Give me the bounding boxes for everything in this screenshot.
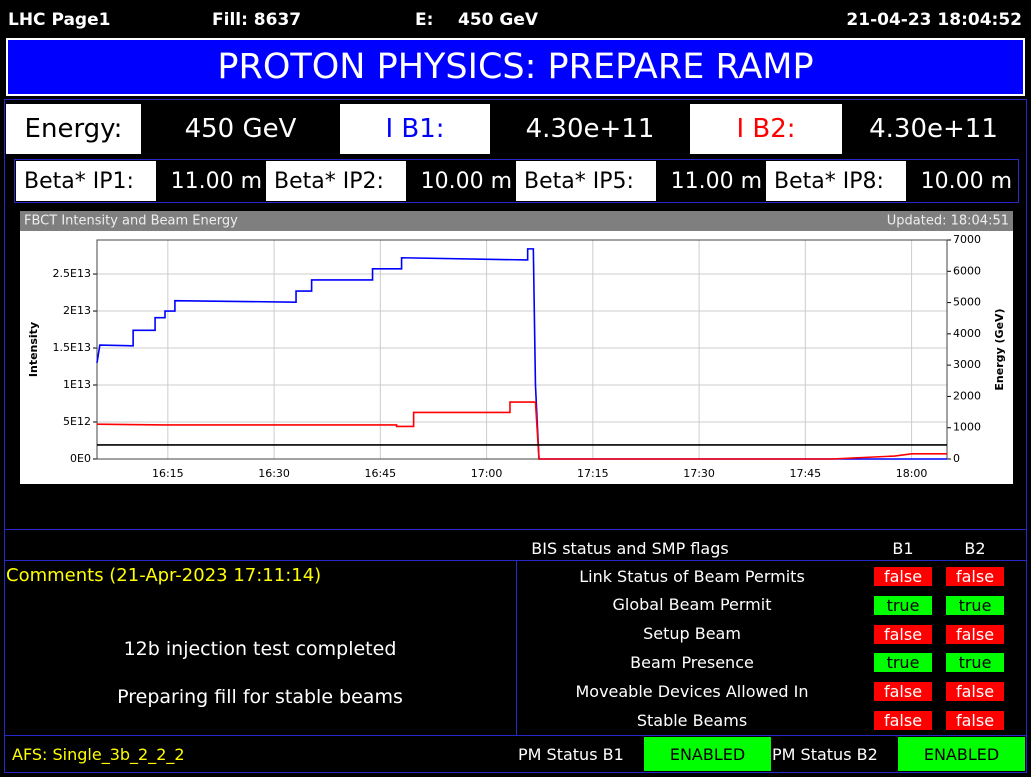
mode-banner: PROTON PHYSICS: PREPARE RAMP <box>6 38 1025 96</box>
y2-axis-label: Energy (GeV) <box>993 308 1006 390</box>
flag-label: Moveable Devices Allowed In <box>575 681 809 701</box>
y2-tick-label: 1000 <box>953 421 981 434</box>
flags-column: B2 <box>964 538 986 558</box>
x-tick-label: 17:15 <box>577 467 609 480</box>
beta-value: 11.00 m <box>670 168 762 194</box>
series-line <box>96 401 947 460</box>
y2-tick-label: 3000 <box>953 358 981 371</box>
flag-value: true <box>946 595 1004 615</box>
y2-tick-label: 2000 <box>953 389 981 402</box>
y2-tick-label: 5000 <box>953 296 981 309</box>
x-tick-label: 16:15 <box>152 467 184 480</box>
summary-value: 4.30e+11 <box>869 114 998 144</box>
flags-column: B1 <box>892 538 914 558</box>
separator <box>4 529 1027 530</box>
series-line <box>96 248 947 460</box>
flag-value: false <box>946 711 1004 730</box>
summary-label: I B1: <box>340 104 490 154</box>
chart-title: FBCT Intensity and Beam Energy <box>24 214 238 229</box>
x-tick-label: 17:30 <box>683 467 715 480</box>
flags-title: BIS status and SMP flags <box>531 538 729 558</box>
chart-area <box>20 231 1013 484</box>
beta-label: Beta* IP2: <box>266 161 406 201</box>
y2-tick-label: 0 <box>953 452 960 465</box>
flag-value: false <box>874 624 932 644</box>
y-axis-label: Intensity <box>27 322 40 377</box>
chart-title-bar <box>20 211 1013 231</box>
y-tick-label: 2E13 <box>63 304 91 317</box>
plot-frame <box>96 239 948 460</box>
flag-label: Setup Beam <box>643 624 741 644</box>
beta-label: Beta* IP1: <box>16 161 156 201</box>
beta-label: Beta* IP8: <box>766 161 906 201</box>
timestamp: 21-04-23 18:04:52 <box>846 10 1022 30</box>
summary-label: I B2: <box>690 104 842 154</box>
x-tick-label: 17:45 <box>789 467 821 480</box>
flag-label: Global Beam Permit <box>612 595 772 615</box>
y-tick-label: 0E0 <box>70 452 91 465</box>
y-tick-label: 2.5E13 <box>53 267 91 280</box>
beta-value: 11.00 m <box>170 168 262 194</box>
energy-label: E: <box>415 10 434 30</box>
comments-title: Comments (21-Apr-2023 17:11:14) <box>6 564 322 586</box>
flag-label: Beam Presence <box>630 652 754 672</box>
summary-value: 4.30e+11 <box>525 114 655 144</box>
x-tick-label: 18:00 <box>896 467 928 480</box>
x-tick-label: 17:00 <box>471 467 503 480</box>
flag-value: false <box>946 567 1004 586</box>
pm-status: ENABLED <box>898 737 1025 771</box>
pm-label: PM Status B2 <box>772 744 878 764</box>
y2-tick-label: 6000 <box>953 264 981 277</box>
y-tick-label: 1E13 <box>63 378 91 391</box>
flag-value: true <box>874 653 932 673</box>
outer-frame <box>4 99 1027 773</box>
flag-value: true <box>946 653 1004 673</box>
y2-tick-label: 4000 <box>953 327 981 340</box>
x-tick-label: 16:30 <box>258 467 290 480</box>
beta-label: Beta* IP5: <box>516 161 656 201</box>
separator <box>4 735 1027 736</box>
flag-value: false <box>874 682 932 702</box>
page-name: LHC Page1 <box>8 10 111 30</box>
summary-value: 450 GeV <box>184 114 297 144</box>
beta-frame <box>14 159 1019 203</box>
x-tick-label: 16:45 <box>364 467 396 480</box>
flag-value: false <box>946 624 1004 644</box>
chart: FBCT Intensity and Beam Energy Updated: 1… <box>20 211 1013 484</box>
flag-label: Stable Beams <box>636 710 748 730</box>
y-tick-label: 5E12 <box>63 415 91 428</box>
pm-label: PM Status B1 <box>518 744 624 764</box>
comment-line: Preparing fill for stable beams <box>117 686 403 708</box>
separator <box>4 560 1027 561</box>
flag-label: Link Status of Beam Permits <box>579 566 805 586</box>
flag-value: false <box>946 682 1004 702</box>
pm-status: ENABLED <box>644 737 771 771</box>
summary-label: Energy: <box>6 104 141 154</box>
separator <box>516 560 517 735</box>
beta-value: 10.00 m <box>920 168 1012 194</box>
y-tick-label: 1.5E13 <box>53 341 91 354</box>
energy-value: 450 GeV <box>458 10 539 30</box>
afs-status: AFS: Single_3b_2_2_2 <box>12 744 185 764</box>
chart-subtitle: Updated: 18:04:51 <box>887 214 1009 229</box>
comment-line: 12b injection test completed <box>123 638 397 660</box>
fill-number: Fill: 8637 <box>212 10 302 30</box>
flag-value: false <box>874 567 932 586</box>
flag-value: false <box>874 711 932 730</box>
flag-value: true <box>874 595 932 615</box>
y2-tick-label: 7000 <box>953 233 981 246</box>
beta-value: 10.00 m <box>420 168 512 194</box>
